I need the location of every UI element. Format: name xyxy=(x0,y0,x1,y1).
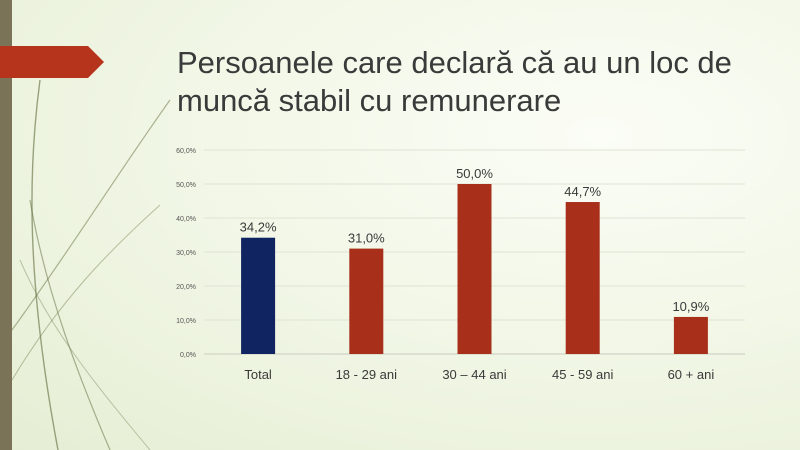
bar-value-label: 10,9% xyxy=(672,299,709,314)
y-tick-label: 10,0% xyxy=(176,318,196,325)
y-tick-label: 50,0% xyxy=(176,182,196,189)
title-arrow-shape xyxy=(0,46,104,78)
y-tick-label: 40,0% xyxy=(176,216,196,223)
bar-value-label: 44,7% xyxy=(564,184,601,199)
x-category-label: 30 – 44 ani xyxy=(442,367,506,382)
left-accent-strip xyxy=(0,0,12,450)
bar xyxy=(673,316,708,354)
y-tick-label: 30,0% xyxy=(176,250,196,257)
y-tick-label: 0,0% xyxy=(180,352,196,359)
y-tick-label: 60,0% xyxy=(176,148,196,155)
bar xyxy=(241,237,276,354)
bar xyxy=(349,248,384,354)
bar xyxy=(457,184,492,354)
slide-title: Persoanele care declară că au un loc de … xyxy=(177,45,732,118)
bar-value-label: 31,0% xyxy=(348,231,385,246)
decorative-lines xyxy=(11,79,171,450)
bar-value-label: 34,2% xyxy=(240,220,277,235)
x-category-label: 45 - 59 ani xyxy=(552,367,614,382)
x-category-label: 18 - 29 ani xyxy=(336,367,398,382)
x-category-label: 60 + ani xyxy=(668,367,715,382)
y-tick-label: 20,0% xyxy=(176,284,196,291)
bar-value-label: 50,0% xyxy=(456,166,493,181)
x-category-label: Total xyxy=(244,367,272,382)
bar xyxy=(565,202,600,354)
